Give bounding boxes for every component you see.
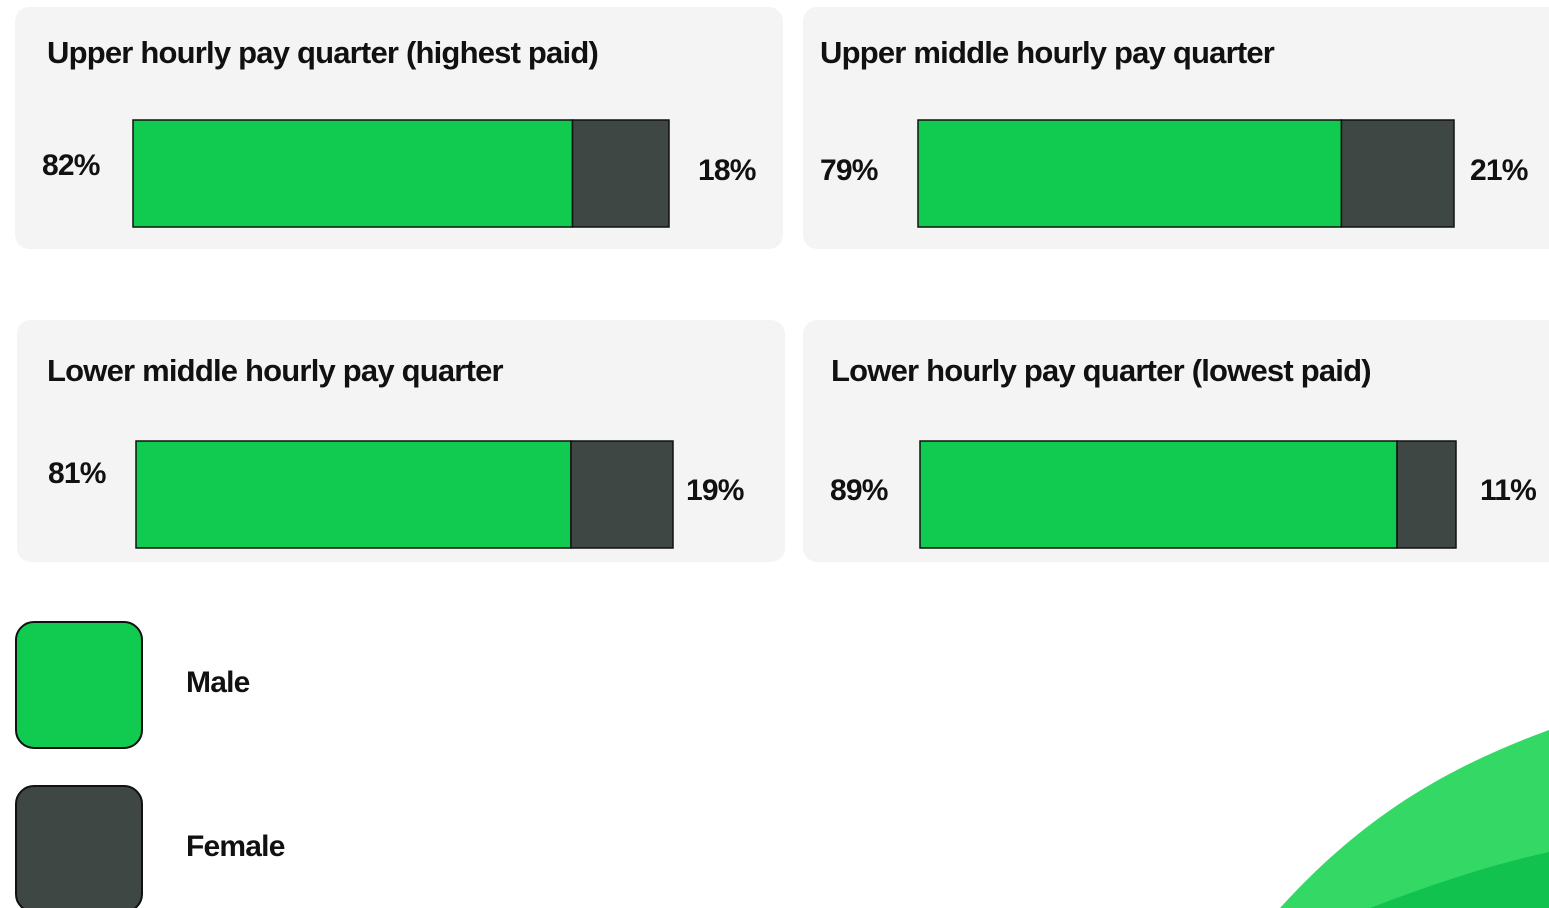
value-label: 19% xyxy=(686,474,744,507)
panel-title: Upper middle hourly pay quarter xyxy=(820,35,1275,70)
bar-segment xyxy=(573,120,669,227)
value-label: 21% xyxy=(1470,154,1528,187)
bar-segment xyxy=(1397,441,1456,548)
legend-swatch xyxy=(16,622,142,748)
bar-segment xyxy=(136,441,571,548)
value-label: 79% xyxy=(820,154,878,187)
value-label: 81% xyxy=(48,457,106,490)
bar-segment xyxy=(920,441,1397,548)
legend-swatch xyxy=(16,786,142,908)
panel-title: Lower hourly pay quarter (lowest paid) xyxy=(831,353,1371,388)
panel: Lower hourly pay quarter (lowest paid) 89… xyxy=(803,320,1549,562)
value-label: 11% xyxy=(1480,474,1536,507)
bar-segment xyxy=(918,120,1341,227)
bar-segment xyxy=(571,441,673,548)
panel: Upper middle hourly pay quarter 79% 21% xyxy=(803,7,1549,249)
legend-label: Female xyxy=(186,830,285,863)
value-label: 18% xyxy=(698,154,756,187)
legend-label: Male xyxy=(186,666,250,699)
bar-segment xyxy=(1341,120,1454,227)
chart: Upper hourly pay quarter (highest paid) 8… xyxy=(0,0,1549,908)
panel-title: Lower middle hourly pay quarter xyxy=(47,353,504,388)
panel: Upper hourly pay quarter (highest paid) 8… xyxy=(15,7,783,249)
bar-segment xyxy=(133,120,573,227)
value-label: 89% xyxy=(830,474,888,507)
value-label: 82% xyxy=(42,149,100,182)
panel-title: Upper hourly pay quarter (highest paid) xyxy=(47,35,598,70)
panel: Lower middle hourly pay quarter 81% 19% xyxy=(17,320,785,562)
